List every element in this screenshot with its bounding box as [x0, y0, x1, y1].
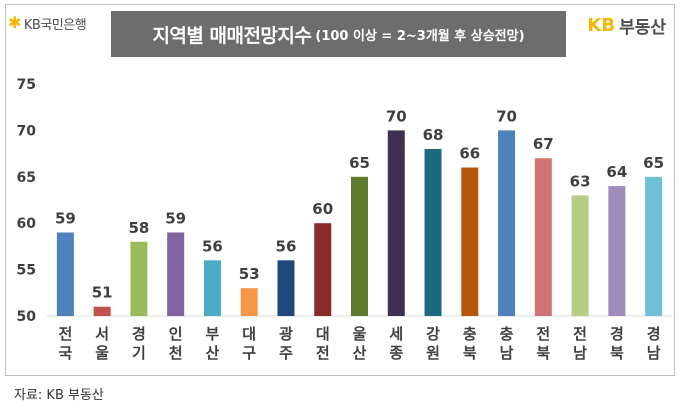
data-label: 66 [459, 145, 480, 163]
x-tick-label: 충 [463, 325, 477, 343]
x-tick-label: 남 [647, 344, 661, 362]
bar [461, 167, 479, 316]
data-label: 58 [128, 219, 149, 237]
data-label: 70 [496, 107, 517, 125]
data-label: 51 [92, 284, 113, 302]
data-label: 63 [570, 172, 591, 190]
x-tick-label: 종 [389, 344, 403, 362]
bar [424, 148, 442, 316]
data-label: 56 [202, 237, 223, 255]
bar [608, 186, 626, 316]
y-tick-label: 50 [17, 309, 37, 325]
x-tick-label: 천 [169, 344, 183, 362]
x-tick-label: 전 [58, 325, 72, 343]
bar [240, 288, 258, 316]
bar [387, 130, 405, 316]
y-tick-label: 60 [17, 216, 37, 232]
x-tick-label: 광 [279, 325, 293, 343]
x-tick-label: 전 [573, 325, 587, 343]
data-label: 65 [349, 154, 370, 172]
x-tick-label: 경 [610, 325, 624, 343]
bar [534, 158, 552, 316]
x-tick-label: 북 [536, 344, 550, 362]
star-icon: ✱ [8, 13, 21, 32]
chart-frame [5, 4, 675, 376]
data-label: 59 [55, 209, 76, 227]
bar [167, 232, 185, 316]
bar [314, 223, 332, 316]
x-tick-label: 산 [353, 344, 367, 362]
x-tick-label: 기 [132, 344, 146, 362]
bar [93, 306, 111, 316]
data-label: 68 [423, 126, 444, 144]
bar [571, 195, 589, 316]
x-tick-label: 대 [242, 325, 256, 343]
bar [645, 176, 663, 316]
y-tick-label: 75 [17, 77, 36, 93]
data-label: 67 [533, 135, 554, 153]
data-label: 70 [386, 107, 407, 125]
y-tick-label: 70 [17, 123, 37, 139]
x-tick-label: 북 [463, 344, 477, 362]
data-label: 60 [312, 200, 333, 218]
data-label: 65 [643, 154, 664, 172]
x-tick-label: 울 [353, 325, 367, 343]
bar [203, 260, 221, 316]
kb-kookmin-logo-text: KB국민은행 [23, 17, 87, 33]
y-tick-label: 65 [17, 170, 36, 186]
data-label: 59 [165, 209, 186, 227]
x-tick-label: 남 [500, 344, 514, 362]
x-tick-label: 주 [279, 344, 293, 362]
x-tick-label: 전 [316, 344, 330, 362]
x-tick-label: 산 [206, 344, 220, 362]
x-tick-label: 경 [132, 325, 146, 343]
chart-title: 지역별 매매전망지수 (100 이상 = 2~3개월 후 상승전망) [111, 11, 566, 57]
x-tick-label: 국 [58, 344, 72, 362]
kb-real-estate-logo-prefix: KB [587, 15, 616, 36]
data-label: 64 [606, 163, 627, 181]
y-tick-label: 55 [17, 263, 36, 279]
kb-kookmin-logo: ✱ KB국민은행 [8, 11, 87, 35]
x-tick-label: 서 [95, 325, 109, 343]
chart-title-main: 지역별 매매전망지수 [152, 24, 312, 47]
bar-chart: 50556065707559전국51서울58경기59인천56부산53대구56광주… [17, 77, 672, 362]
x-tick-label: 북 [610, 344, 624, 362]
x-tick-label: 세 [389, 325, 403, 343]
x-tick-label: 대 [316, 325, 330, 343]
kb-real-estate-logo-text: 부동산 [619, 18, 666, 38]
x-tick-label: 구 [242, 344, 256, 362]
x-tick-label: 충 [500, 325, 514, 343]
bar [56, 232, 74, 316]
chart-title-sub: (100 이상 = 2~3개월 후 상승전망) [315, 28, 525, 44]
bar [277, 260, 295, 316]
x-tick-label: 원 [426, 344, 440, 362]
data-label: 56 [276, 237, 297, 255]
x-tick-label: 울 [95, 344, 109, 362]
kb-real-estate-logo: KB 부동산 [587, 13, 666, 38]
bar [351, 176, 368, 316]
x-tick-label: 남 [573, 344, 587, 362]
source-note: 자료: KB 부동산 [14, 388, 104, 403]
x-tick-label: 전 [536, 325, 550, 343]
x-tick-label: 강 [426, 325, 440, 343]
data-label: 53 [239, 265, 260, 283]
x-tick-label: 부 [206, 325, 220, 343]
bar [130, 241, 148, 316]
bar [498, 130, 516, 316]
x-tick-label: 경 [647, 325, 661, 343]
x-tick-label: 인 [169, 325, 183, 343]
